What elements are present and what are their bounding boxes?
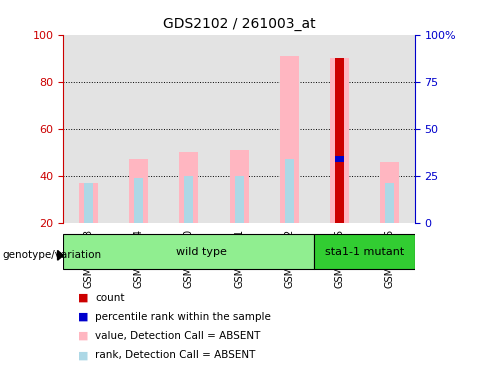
- Bar: [129, 159, 148, 223]
- Bar: [63, 35, 114, 223]
- Text: genotype/variation: genotype/variation: [2, 250, 102, 260]
- Bar: [335, 159, 344, 223]
- Bar: [214, 35, 264, 223]
- Bar: [134, 178, 143, 223]
- Bar: [314, 234, 415, 269]
- Bar: [285, 159, 294, 223]
- Bar: [164, 35, 214, 223]
- Bar: [280, 56, 299, 223]
- Text: percentile rank within the sample: percentile rank within the sample: [95, 312, 271, 322]
- Bar: [264, 35, 314, 223]
- Bar: [180, 152, 199, 223]
- Bar: [365, 35, 415, 223]
- Bar: [63, 234, 314, 269]
- Text: value, Detection Call = ABSENT: value, Detection Call = ABSENT: [95, 331, 261, 341]
- Bar: [79, 183, 98, 223]
- Bar: [330, 58, 349, 223]
- Text: ■: ■: [78, 312, 89, 322]
- Bar: [380, 162, 399, 223]
- Bar: [314, 35, 365, 223]
- Text: wild type: wild type: [176, 247, 227, 257]
- Text: ■: ■: [78, 293, 89, 303]
- Bar: [84, 183, 93, 223]
- Text: ■: ■: [78, 331, 89, 341]
- Title: GDS2102 / 261003_at: GDS2102 / 261003_at: [163, 17, 315, 31]
- Text: count: count: [95, 293, 124, 303]
- Text: ■: ■: [78, 350, 89, 360]
- Bar: [184, 176, 193, 223]
- Bar: [335, 58, 344, 223]
- Text: sta1-1 mutant: sta1-1 mutant: [325, 247, 404, 257]
- Bar: [235, 176, 244, 223]
- Bar: [114, 35, 164, 223]
- Bar: [385, 183, 394, 223]
- Text: rank, Detection Call = ABSENT: rank, Detection Call = ABSENT: [95, 350, 256, 360]
- Bar: [229, 150, 249, 223]
- Bar: [335, 156, 344, 162]
